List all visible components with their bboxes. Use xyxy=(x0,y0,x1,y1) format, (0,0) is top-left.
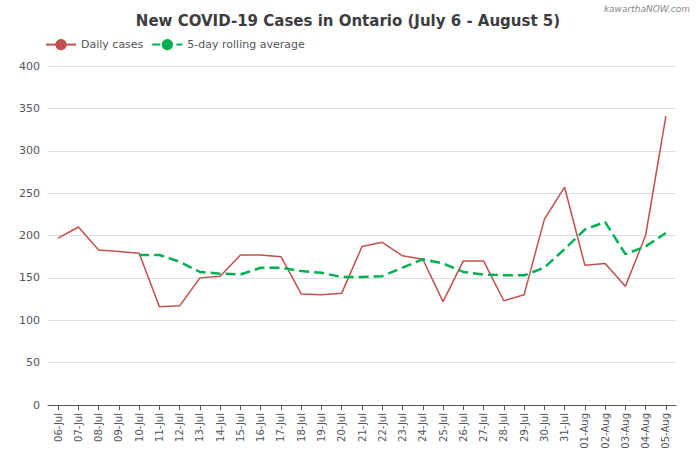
svg-text:26-Jul: 26-Jul xyxy=(458,413,469,442)
svg-text:20-Jul: 20-Jul xyxy=(336,413,347,442)
svg-text:350: 350 xyxy=(19,102,40,115)
svg-text:10-Jul: 10-Jul xyxy=(134,413,145,442)
svg-text:23-Jul: 23-Jul xyxy=(397,413,408,442)
svg-text:300: 300 xyxy=(19,144,40,157)
svg-text:04-Aug: 04-Aug xyxy=(640,413,651,449)
svg-text:21-Jul: 21-Jul xyxy=(357,413,368,442)
svg-text:kawarthaNOW.com: kawarthaNOW.com xyxy=(604,4,690,14)
svg-text:14-Jul: 14-Jul xyxy=(215,413,226,442)
svg-text:06-Jul: 06-Jul xyxy=(53,413,64,442)
svg-text:29-Jul: 29-Jul xyxy=(519,413,530,442)
svg-text:New COVID-19 Cases in Ontario: New COVID-19 Cases in Ontario (July 6 - … xyxy=(136,12,560,30)
svg-text:25-Jul: 25-Jul xyxy=(438,413,449,442)
svg-text:0: 0 xyxy=(33,399,40,412)
svg-text:17-Jul: 17-Jul xyxy=(275,413,286,442)
svg-text:19-Jul: 19-Jul xyxy=(316,413,327,442)
svg-text:100: 100 xyxy=(19,314,40,327)
svg-text:22-Jul: 22-Jul xyxy=(377,413,388,442)
svg-text:01-Aug: 01-Aug xyxy=(579,413,590,449)
svg-text:12-Jul: 12-Jul xyxy=(174,413,185,442)
svg-text:03-Aug: 03-Aug xyxy=(620,413,631,449)
svg-text:02-Aug: 02-Aug xyxy=(600,413,611,449)
svg-text:18-Jul: 18-Jul xyxy=(296,413,307,442)
svg-text:09-Jul: 09-Jul xyxy=(113,413,124,442)
svg-text:07-Jul: 07-Jul xyxy=(73,413,84,442)
svg-text:Daily cases: Daily cases xyxy=(81,38,144,51)
svg-text:150: 150 xyxy=(19,271,40,284)
svg-text:30-Jul: 30-Jul xyxy=(539,413,550,442)
svg-text:200: 200 xyxy=(19,229,40,242)
svg-text:27-Jul: 27-Jul xyxy=(478,413,489,442)
svg-text:31-Jul: 31-Jul xyxy=(559,413,570,442)
svg-text:250: 250 xyxy=(19,187,40,200)
svg-text:5-day rolling average: 5-day rolling average xyxy=(187,38,305,51)
svg-text:05-Aug: 05-Aug xyxy=(660,413,671,449)
svg-text:50: 50 xyxy=(26,356,40,369)
svg-text:16-Jul: 16-Jul xyxy=(255,413,266,442)
svg-text:11-Jul: 11-Jul xyxy=(154,413,165,442)
svg-text:13-Jul: 13-Jul xyxy=(194,413,205,442)
svg-text:15-Jul: 15-Jul xyxy=(235,413,246,442)
svg-text:24-Jul: 24-Jul xyxy=(417,413,428,442)
svg-text:28-Jul: 28-Jul xyxy=(498,413,509,442)
svg-text:08-Jul: 08-Jul xyxy=(93,413,104,442)
svg-text:400: 400 xyxy=(19,60,40,73)
